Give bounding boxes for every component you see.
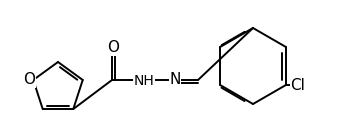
Text: O: O — [107, 41, 119, 55]
Text: Cl: Cl — [290, 78, 305, 92]
Text: O: O — [23, 72, 35, 87]
Text: N: N — [169, 72, 181, 87]
Text: NH: NH — [134, 74, 155, 88]
